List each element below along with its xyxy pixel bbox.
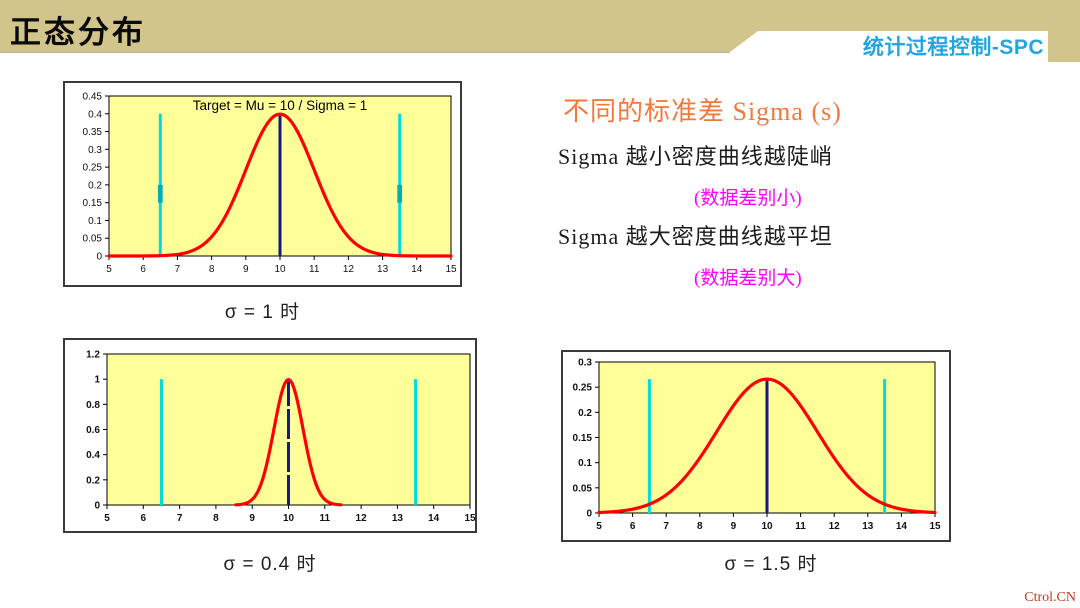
svg-text:5: 5 (596, 521, 602, 532)
svg-text:10: 10 (283, 513, 295, 524)
svg-text:0.15: 0.15 (83, 198, 103, 209)
svg-text:7: 7 (175, 264, 181, 275)
svg-text:0.35: 0.35 (83, 127, 103, 138)
svg-text:0.2: 0.2 (578, 408, 592, 419)
svg-text:13: 13 (862, 521, 874, 532)
sigma-small-statement: Sigma 越小密度曲线越陡峭 (558, 144, 833, 169)
chart-sigma-0-4-caption: σ = 0.4 时 (223, 554, 317, 575)
svg-text:13: 13 (377, 264, 389, 275)
svg-text:11: 11 (320, 513, 331, 524)
svg-text:12: 12 (343, 264, 355, 275)
svg-text:7: 7 (663, 521, 669, 532)
svg-text:0.45: 0.45 (83, 92, 103, 103)
svg-text:10: 10 (274, 264, 286, 275)
svg-text:12: 12 (356, 513, 368, 524)
svg-text:0.15: 0.15 (573, 433, 593, 444)
page-title: 正态分布 (10, 15, 146, 50)
svg-text:15: 15 (445, 264, 457, 275)
svg-text:14: 14 (411, 264, 423, 275)
chart-sigma-1-5: 0 0.05 0.1 0.15 0.2 0.25 0.3 5 6 7 8 9 10 11 12 13 14 15 (561, 350, 951, 542)
chart-sigma-1-caption: σ = 1 时 (224, 302, 301, 323)
svg-text:0.2: 0.2 (86, 475, 100, 486)
svg-text:1.2: 1.2 (86, 350, 100, 361)
svg-text:13: 13 (392, 513, 404, 524)
svg-text:11: 11 (309, 264, 320, 275)
svg-text:14: 14 (428, 513, 440, 524)
svg-text:0.05: 0.05 (573, 483, 593, 494)
svg-text:1: 1 (94, 375, 100, 386)
svg-text:Target = Mu = 10 / Sigma = 1: Target = Mu = 10 / Sigma = 1 (193, 98, 367, 113)
svg-text:0.3: 0.3 (578, 358, 592, 369)
sigma-small-note: (数据差别小) (694, 188, 802, 209)
svg-text:9: 9 (731, 521, 737, 532)
svg-text:0.6: 0.6 (86, 425, 100, 436)
svg-text:15: 15 (929, 521, 941, 532)
svg-text:0.2: 0.2 (88, 180, 102, 191)
svg-text:7: 7 (177, 513, 183, 524)
svg-text:9: 9 (243, 264, 249, 275)
svg-text:0.4: 0.4 (88, 109, 102, 120)
svg-text:9: 9 (249, 513, 255, 524)
svg-text:14: 14 (896, 521, 908, 532)
chart-sigma-1-5-svg: 0 0.05 0.1 0.15 0.2 0.25 0.3 5 6 7 8 9 10 11 12 13 14 15 (573, 358, 941, 533)
svg-text:0.8: 0.8 (86, 400, 100, 411)
svg-text:0: 0 (96, 252, 102, 263)
watermark: Ctrol.CN (1024, 590, 1076, 605)
chart-sigma-0-4: 0 0.2 0.4 0.6 0.8 1 1.2 5 6 7 8 9 10 11 12 13 14 15 (63, 338, 477, 533)
sigma-large-note: (数据差别大) (694, 268, 802, 289)
svg-text:8: 8 (697, 521, 703, 532)
svg-text:0.4: 0.4 (86, 450, 100, 461)
svg-text:6: 6 (141, 513, 147, 524)
sigma-large-statement: Sigma 越大密度曲线越平坦 (558, 224, 833, 249)
svg-text:0.25: 0.25 (573, 383, 593, 394)
svg-text:0.3: 0.3 (88, 145, 102, 156)
chart-sigma-1-5-caption: σ = 1.5 时 (724, 554, 818, 575)
svg-text:0: 0 (94, 501, 100, 512)
svg-text:6: 6 (140, 264, 146, 275)
brand-text: 统计过程控制-SPC (862, 36, 1044, 59)
svg-text:0: 0 (586, 509, 592, 520)
chart-sigma-0-4-svg: 0 0.2 0.4 0.6 0.8 1 1.2 5 6 7 8 9 10 11 12 13 14 15 (86, 350, 476, 525)
svg-text:0.1: 0.1 (88, 216, 102, 227)
svg-text:0.05: 0.05 (83, 234, 103, 245)
svg-text:0.25: 0.25 (83, 163, 103, 174)
sigma-heading: 不同的标准差 Sigma (s) (563, 97, 842, 126)
svg-text:8: 8 (209, 264, 215, 275)
svg-text:8: 8 (213, 513, 219, 524)
svg-text:11: 11 (795, 521, 806, 532)
svg-text:12: 12 (829, 521, 841, 532)
chart-sigma-1: 0 0.05 0.1 0.15 0.2 0.25 0.3 0.35 0.4 0.45 5 6 7 8 9 10… (63, 81, 462, 287)
chart-sigma-1-svg: 0 0.05 0.1 0.15 0.2 0.25 0.3 0.35 0.4 0.45 5 6 7 8 9 10… (83, 92, 457, 276)
header-band-edge (0, 52, 730, 53)
svg-text:0.1: 0.1 (578, 458, 592, 469)
svg-text:5: 5 (106, 264, 112, 275)
svg-text:6: 6 (630, 521, 636, 532)
svg-text:10: 10 (761, 521, 773, 532)
svg-text:5: 5 (104, 513, 110, 524)
svg-text:15: 15 (464, 513, 475, 524)
